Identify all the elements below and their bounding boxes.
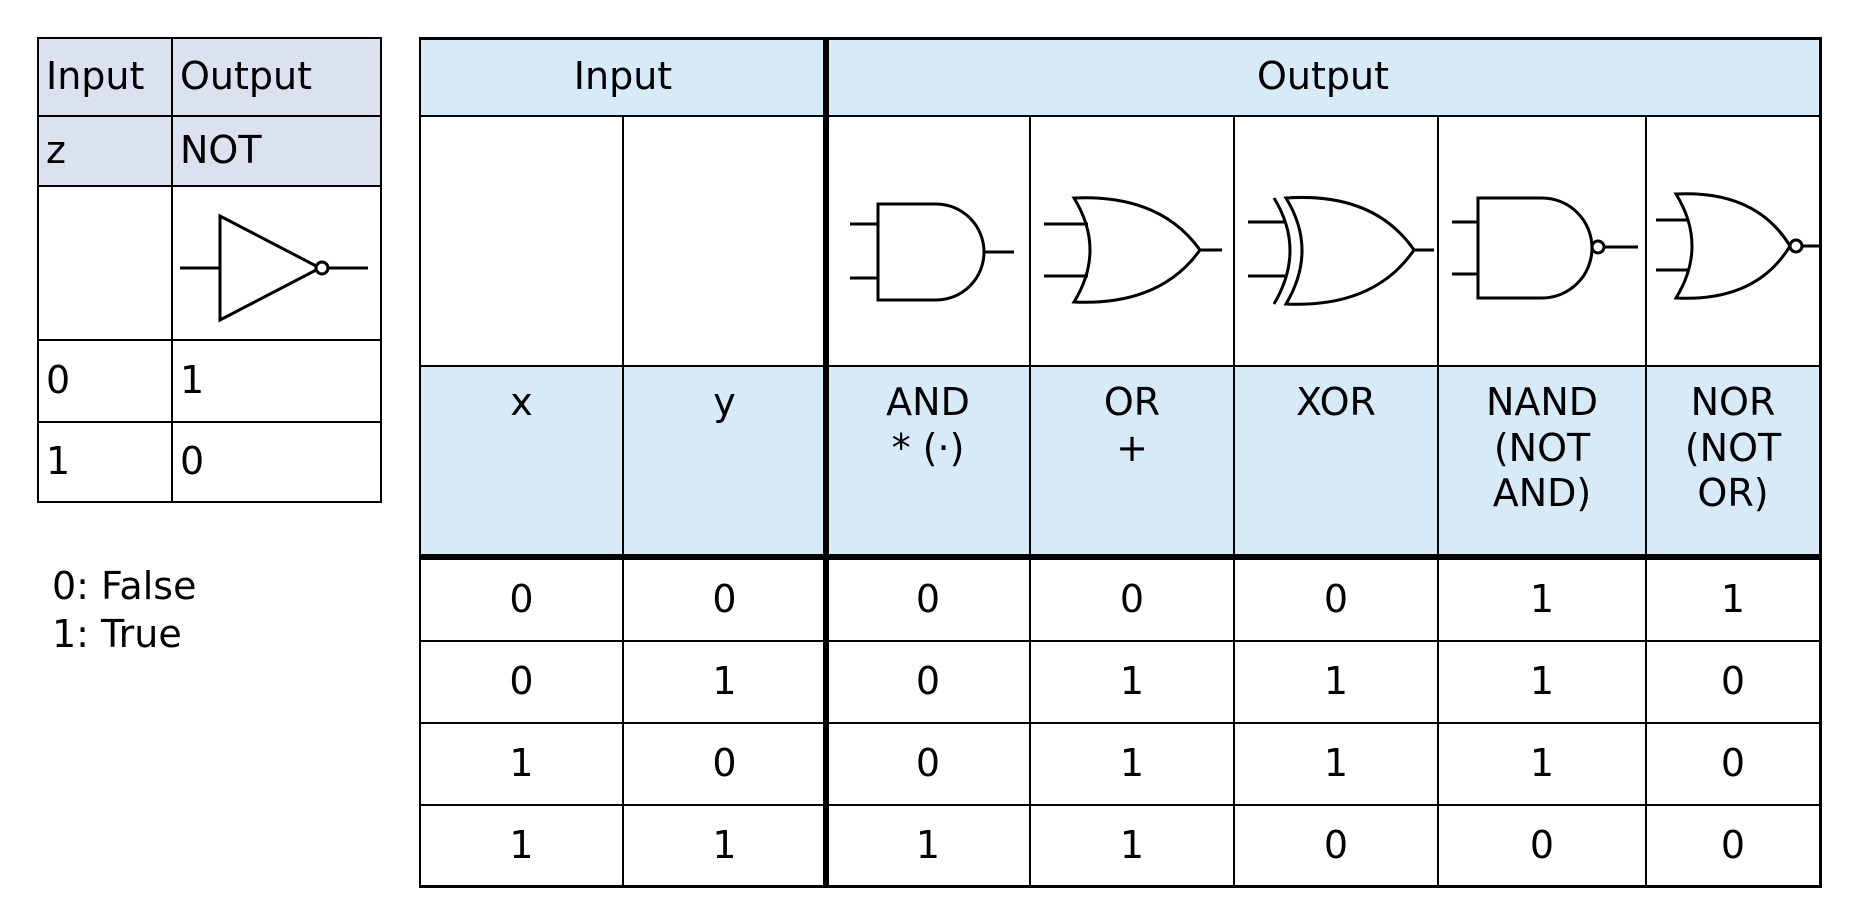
not-gate-icon [180,213,368,323]
xor-gate-icon [1248,195,1434,306]
not-table-label-z: z [38,116,172,186]
not-table-label-not: NOT [172,116,380,186]
not-table-header-output: Output [172,38,380,116]
row-1-xor-value: 0 [1323,577,1349,622]
column-header-nor: NOR (NOT OR) [1646,366,1820,557]
nor-gate-icon [1656,192,1820,300]
row-4-and-value: 1 [915,823,941,868]
row-4-nor-value: 0 [1720,823,1746,868]
row-3-nor-value: 0 [1720,741,1746,786]
legend-true: 1: True [52,611,182,656]
not-table-row-1-output: 1 [180,358,205,403]
row-3-y-value: 0 [712,741,737,786]
row-1-y-value: 0 [712,577,737,622]
row-1-or-value: 0 [1119,577,1145,622]
row-4-xor-value: 0 [1323,823,1349,868]
row-2-xor-value: 1 [1323,659,1349,704]
row-1-nand-value: 1 [1529,577,1555,622]
or-gate-icon [1044,196,1222,304]
row-1-and-value: 0 [915,577,941,622]
legend-false: 0: False [52,564,197,608]
column-header-or: OR + [1030,366,1234,557]
row-4-nand-value: 0 [1529,823,1555,868]
row-1-x-value: 0 [509,577,534,622]
legend: 0: False 1: True [52,563,196,658]
nand-gate-icon [1452,196,1638,300]
column-header-y: y [623,366,826,557]
row-1-nor-value: 1 [1720,577,1746,622]
and-gate-icon [850,202,1014,302]
column-header-and: AND * (·) [826,366,1030,557]
row-2-nor-value: 0 [1720,659,1746,704]
main-header-input: Input [420,38,826,116]
column-header-x: x [420,366,623,557]
row-3-and-value: 0 [915,741,941,786]
row-3-nand-value: 1 [1529,741,1555,786]
row-3-or-value: 1 [1119,741,1145,786]
main-header-output: Output [826,38,1820,116]
row-4-x-value: 1 [509,823,534,868]
column-header-xor: XOR [1234,366,1438,557]
not-table-row-2-input: 1 [46,439,71,484]
row-2-nand-value: 1 [1529,659,1555,704]
not-table-header-input: Input [38,38,172,116]
row-2-x-value: 0 [509,659,534,704]
row-2-y-value: 1 [712,659,737,704]
not-table-row-2-output: 0 [180,439,205,484]
not-table-row-1-input: 0 [46,358,71,403]
row-4-y-value: 1 [712,823,737,868]
row-2-and-value: 0 [915,659,941,704]
row-2-or-value: 1 [1119,659,1145,704]
row-3-xor-value: 1 [1323,741,1349,786]
row-3-x-value: 1 [509,741,534,786]
column-header-nand: NAND (NOT AND) [1438,366,1646,557]
row-4-or-value: 1 [1119,823,1145,868]
